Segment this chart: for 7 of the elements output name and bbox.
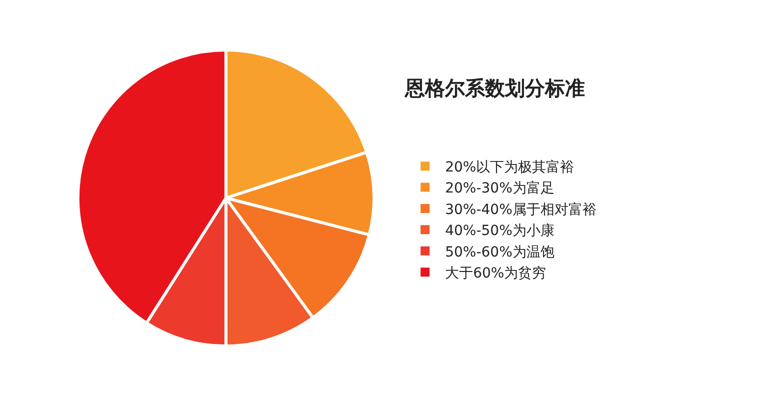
legend-label: 20%以下为极其富裕: [445, 160, 574, 176]
legend-label: 50%-60%为温饱: [445, 244, 554, 260]
legend-label: 30%-40%属于相对富裕: [445, 202, 596, 218]
text: 恩格尔系数划分标准: [404, 76, 586, 100]
legend-label: 大于60%为贫穷: [445, 266, 546, 282]
legend-label: 20%-30%为富足: [445, 180, 554, 197]
legend-label: 40%-50%为小康: [445, 223, 554, 240]
